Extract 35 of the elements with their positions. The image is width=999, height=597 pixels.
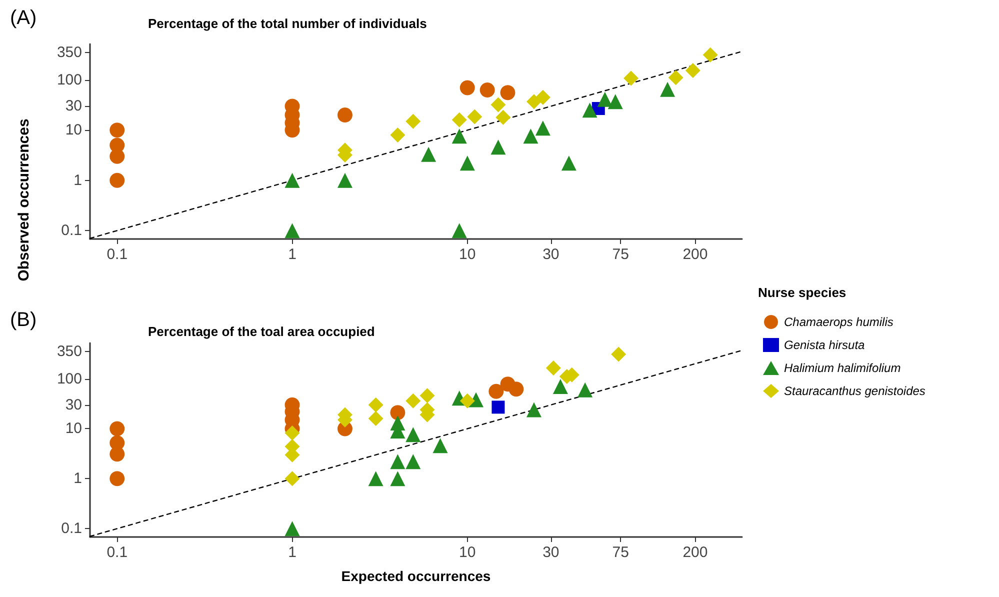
x-tick-label: 10 [459, 544, 476, 561]
x-tick-label: 200 [682, 246, 708, 263]
text: (A) [10, 7, 37, 29]
y-tick-label: 0.1 [61, 520, 82, 538]
y-tick-label: 10 [65, 420, 82, 438]
x-tick-label: 30 [542, 544, 560, 561]
legend-label: Stauracanthus genistoides [784, 384, 926, 398]
legend-label: Halimium halimifolium [784, 361, 901, 375]
x-axis-title: Expected occurrences [341, 568, 491, 584]
legend-label: Genista hirsuta [784, 338, 866, 352]
x-tick-label: 0.1 [106, 544, 128, 561]
chart-title: Percentage of the toal area occupied [148, 324, 375, 339]
y-tick-label: 100 [56, 71, 82, 88]
y-tick-label: 1 [74, 470, 82, 488]
y-tick-label: 350 [56, 44, 82, 62]
y-tick-label: 100 [56, 370, 82, 388]
y-axis-title: Observed occurrences [16, 118, 32, 282]
x-tick-label: 200 [682, 544, 708, 561]
x-tick-label: 1 [288, 544, 296, 561]
y-tick-label: 10 [65, 122, 82, 139]
y-tick-label: 30 [65, 98, 82, 115]
x-tick-label: 30 [542, 246, 560, 263]
x-tick-label: 1 [288, 246, 296, 263]
x-tick-label: 75 [612, 246, 629, 263]
y-tick-label: 30 [65, 396, 82, 414]
legend-title: Nurse species [758, 285, 846, 300]
x-tick-label: 75 [612, 544, 629, 561]
y-tick-label: 0.1 [61, 222, 82, 240]
y-tick-label: 1 [74, 172, 82, 189]
x-tick-label: 0.1 [106, 246, 128, 263]
x-tick-label: 10 [459, 246, 476, 263]
legend-label: Chamaerops humilis [784, 315, 894, 329]
chart-title: Percentage of the total number of individuals [148, 16, 427, 31]
y-tick-label: 350 [56, 343, 82, 360]
text: (B) [10, 309, 37, 331]
